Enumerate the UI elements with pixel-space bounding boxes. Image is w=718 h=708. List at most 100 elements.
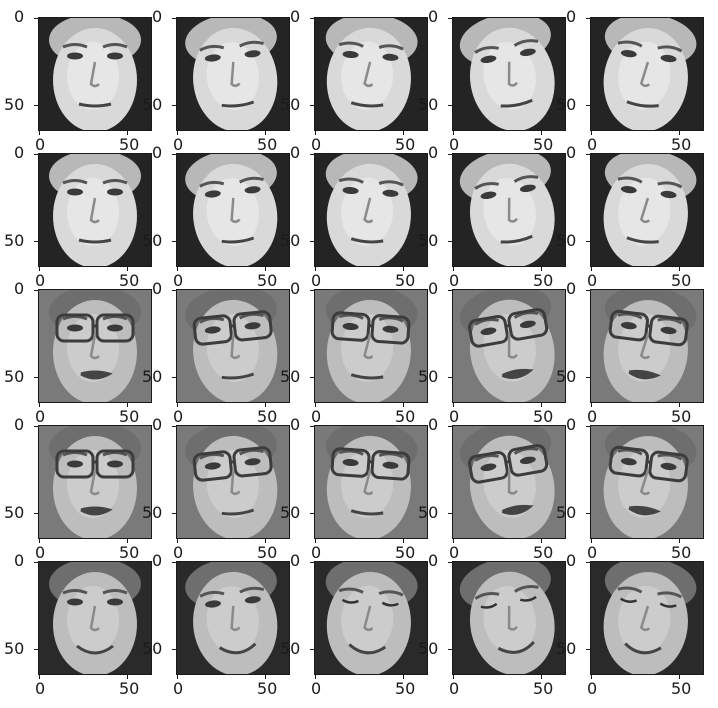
eye [107,52,123,60]
nose [639,469,651,496]
glasses-lens [55,313,95,343]
eyebrow [102,43,128,49]
tick-mark [591,539,592,543]
mouth [626,236,659,244]
tick-mark [177,675,178,679]
eyebrow [617,586,643,594]
face-image-r3-c4 [452,289,566,403]
tick-mark [310,649,314,650]
y-tick-label-50: 50 [280,95,301,114]
x-tick-label-50: 50 [119,135,140,154]
nose [507,333,518,359]
tick-mark [586,105,590,106]
x-tick-label-50: 50 [395,543,416,562]
eyebrow [338,587,364,594]
glasses-lens [55,449,95,479]
x-tick-label-0: 0 [587,271,598,290]
face-portrait [591,154,703,266]
mouth [497,640,535,654]
eyebrow [238,176,265,184]
tick-mark [541,539,542,543]
tick-mark [177,267,178,271]
y-tick-label-0: 0 [566,415,577,434]
face-portrait [39,290,151,402]
x-tick-label-50: 50 [671,135,692,154]
eye [107,188,123,196]
x-tick-label-50: 50 [671,271,692,290]
tick-mark [172,105,176,106]
face-portrait [315,18,427,130]
face-image-r1-c1 [38,17,152,131]
y-tick-label-0: 0 [290,279,301,298]
tick-mark [453,539,454,543]
x-tick-label-50: 50 [257,543,278,562]
face-portrait [453,562,565,674]
mouth [350,237,384,244]
x-tick-label-50: 50 [671,543,692,562]
tick-mark [586,290,590,291]
y-tick-label-50: 50 [142,95,163,114]
eye [660,326,677,335]
y-tick-label-0: 0 [14,279,25,298]
x-tick-label-0: 0 [449,271,460,290]
tick-mark [586,18,590,19]
tick-mark [448,649,452,650]
face-portrait [177,154,289,266]
face-image-r5-c3 [314,561,428,675]
tick-mark [39,403,40,407]
y-tick-label-50: 50 [4,95,25,114]
eyebrow [199,44,225,52]
nose [507,469,518,495]
nose [230,61,241,87]
eyebrow [378,590,404,597]
nose [89,61,100,88]
tick-mark [172,377,176,378]
eye [660,462,677,471]
eyebrow [62,43,88,49]
tick-mark [172,649,176,650]
tick-mark [403,539,404,543]
eye [204,462,221,470]
x-tick-label-50: 50 [257,271,278,290]
glasses-lens [608,309,649,342]
mouth [76,644,114,655]
tick-mark [541,403,542,407]
y-tick-label-0: 0 [428,143,439,162]
tick-mark [127,675,128,679]
mouth [78,238,112,244]
tick-mark [127,131,128,135]
tick-mark [39,131,40,135]
eye [659,602,677,608]
tick-mark [679,267,680,271]
face-image-r4-c2 [176,425,290,539]
glasses-lens [330,311,371,342]
eye [204,190,221,198]
tick-mark [310,241,314,242]
eyebrow [199,452,225,460]
face-image-r1-c4 [452,17,566,131]
nose [507,197,518,223]
face-image-r2-c4 [452,153,566,267]
tick-mark [541,131,542,135]
face-image-r4-c5 [590,425,704,539]
eyebrow [474,46,500,54]
eyebrow [657,45,683,53]
x-tick-label-50: 50 [119,543,140,562]
tick-mark [34,513,38,514]
x-tick-label-0: 0 [35,679,46,698]
eyebrow [338,313,364,320]
eye [342,458,359,467]
tick-mark [315,539,316,543]
face-image-r5-c2 [176,561,290,675]
eye [619,597,637,603]
eyebrow [338,449,364,456]
x-tick-label-0: 0 [449,679,460,698]
nose [89,333,100,360]
glasses-lens [232,310,273,342]
nose [363,333,374,360]
eye [204,54,221,62]
glasses-lens [330,447,371,478]
eye [620,49,637,58]
tick-mark [127,539,128,543]
y-tick-label-50: 50 [4,639,25,658]
